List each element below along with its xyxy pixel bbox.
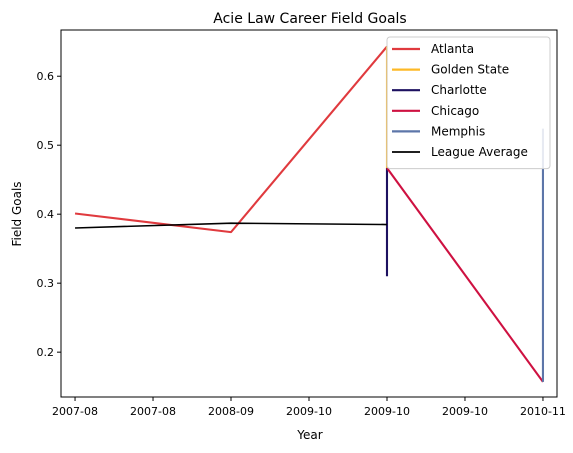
x-tick-label-6: 2010-11 xyxy=(520,405,566,418)
y-tick-label-0: 0.2 xyxy=(37,346,55,359)
plot-area xyxy=(74,45,545,383)
axes: 2007-08 2007-08 2008-09 2009-10 2009-10 2009-… xyxy=(37,29,566,418)
x-tick-label-4: 2009-10 xyxy=(364,405,410,418)
y-tick-label-3: 0.5 xyxy=(37,139,55,152)
x-tick-label-1: 2007-08 xyxy=(130,405,176,418)
legend-label-4: Memphis xyxy=(431,124,485,138)
x-tick-label-3: 2009-10 xyxy=(286,405,332,418)
chart-title: Acie Law Career Field Goals xyxy=(213,11,406,27)
x-tick-label-5: 2009-10 xyxy=(442,405,488,418)
y-axis-label: Field Goals xyxy=(10,181,24,246)
x-axis-label: Year xyxy=(296,428,322,442)
y-tick-label-2: 0.4 xyxy=(37,208,55,221)
y-tick-label-4: 0.6 xyxy=(37,70,55,83)
legend-label-5: League Average xyxy=(431,145,528,159)
y-tick-label-1: 0.3 xyxy=(37,277,55,290)
legend-box xyxy=(386,36,551,170)
legend-label-2: Charlotte xyxy=(431,83,487,97)
x-tick-label-2: 2008-09 xyxy=(208,405,254,418)
series-line-5 xyxy=(75,222,387,229)
legend-label-3: Chicago xyxy=(431,104,479,118)
series-line-3 xyxy=(386,167,544,383)
series-line-0 xyxy=(74,45,388,234)
legend-label-0: Atlanta xyxy=(431,42,474,56)
legend-label-1: Golden State xyxy=(431,63,509,77)
legend: Atlanta Golden State Charlotte Chicago Memph… xyxy=(386,36,551,170)
x-tick-label-0: 2007-08 xyxy=(52,405,98,418)
